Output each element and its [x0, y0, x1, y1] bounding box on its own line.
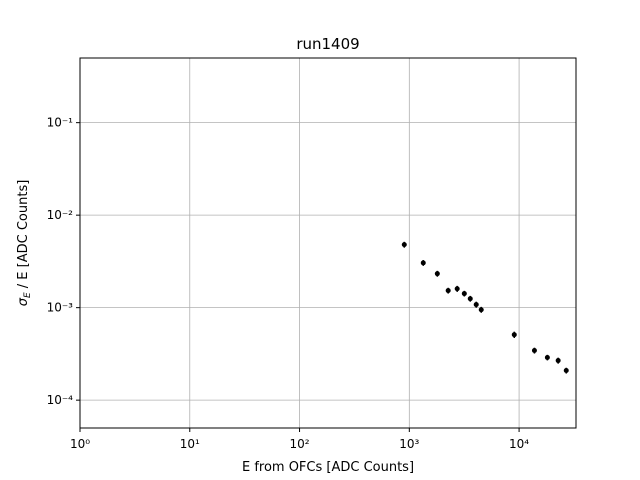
point — [467, 296, 473, 302]
point — [511, 332, 517, 338]
point — [454, 286, 460, 292]
y-tick-label: 10⁻⁴ — [47, 393, 74, 407]
point — [555, 358, 561, 364]
y-label-subscript: E — [23, 292, 33, 298]
chart-title: run1409 — [296, 35, 359, 53]
y-label-symbol: σ — [16, 297, 31, 306]
point — [473, 302, 479, 308]
point — [420, 260, 426, 266]
point — [434, 271, 440, 277]
y-tick-label: 10⁻³ — [47, 301, 74, 315]
x-tick-label: 10³ — [399, 437, 419, 451]
y-axis-label: σE / E [ADC Counts] — [16, 180, 33, 307]
y-tick-label: 10⁻² — [47, 208, 74, 222]
x-axis-label: E from OFCs [ADC Counts] — [242, 460, 414, 475]
x-tick-label: 10¹ — [180, 437, 200, 451]
point — [461, 291, 467, 297]
point — [401, 242, 407, 248]
x-tick-label: 10⁴ — [509, 437, 529, 451]
x-tick-label: 10² — [289, 437, 309, 451]
point — [544, 355, 550, 361]
point — [531, 348, 537, 354]
point — [445, 288, 451, 294]
y-label-rest: / E [ADC Counts] — [16, 180, 31, 293]
x-tick-label: 10⁰ — [70, 437, 90, 451]
point — [478, 307, 484, 313]
y-tick-label: 10⁻¹ — [47, 116, 74, 130]
plot-frame — [79, 57, 577, 429]
point — [563, 368, 569, 374]
